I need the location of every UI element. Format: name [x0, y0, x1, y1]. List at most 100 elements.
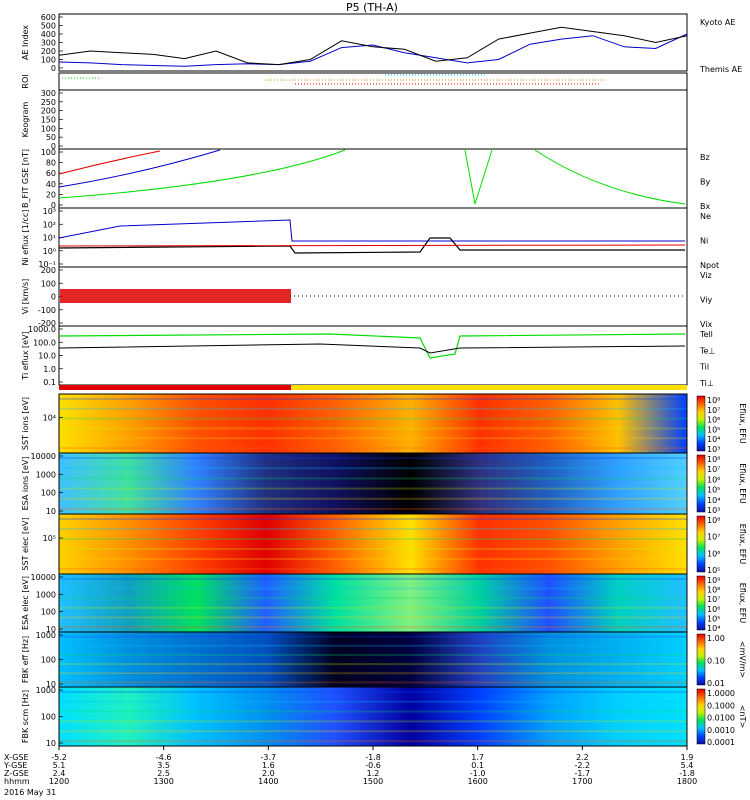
series-kyoto-ae — [58, 33, 688, 67]
by-trace — [58, 149, 686, 205]
panel-fbk_e: 1.00 0.10 0.01 <mV/m> FBK eff [Hz] 1000 100 10 — [21, 631, 747, 689]
colorbar-tick: 10⁹ — [707, 576, 720, 585]
colorbar-esa_i — [696, 454, 706, 513]
ytick-ae: 0 — [51, 64, 56, 73]
colorbar-tick: 0.1000 — [707, 701, 735, 710]
colorbar-sst_e — [696, 515, 706, 573]
ytick-keogram: 250 — [41, 98, 56, 107]
panel-sst_e: 10⁸ 10⁷ 10⁶ 10⁵ Eflux, EFU SST elec [eV] 10⁵ — [21, 513, 747, 575]
xrow-value: -5.2 — [51, 753, 67, 762]
xrow-value: -1.8 — [365, 753, 381, 762]
colorbar-tick: 0.0001 — [707, 738, 735, 747]
legend-ti: Te⊥ — [699, 346, 715, 355]
ytick-vi: 0 — [51, 293, 56, 302]
colorbar-tick: 10⁶ — [707, 416, 720, 425]
panel-ti: Ti eflux [eV]1000.0 100.0 10.0 1.0 0.1 Tell Te… — [21, 325, 715, 388]
colorbar-tick: 10⁷ — [707, 595, 720, 604]
xrow-value: 5.4 — [681, 761, 694, 770]
colorbar-tick: 1.0000 — [707, 689, 735, 698]
legend-ae: Kyoto AE — [700, 18, 735, 27]
colorbar-tick: 10⁸ — [707, 455, 720, 464]
spectrogram-sst_e — [59, 514, 687, 574]
colorbar-label: <nT> — [738, 705, 747, 728]
colorbar-label: Eflux, EFU — [738, 403, 747, 444]
spectrogram-sst_i — [59, 394, 687, 453]
ytick-ae: 200 — [41, 47, 56, 56]
ylabel-vi: Vi [km/s] — [21, 279, 30, 315]
ytick-ni: 10³ — [43, 207, 56, 216]
xrow-value: 1200 — [49, 777, 69, 786]
date-label: 2016 May 31 — [4, 788, 56, 797]
spectrogram-fbk_e — [59, 632, 687, 687]
ylabel-ae: AE Index — [21, 25, 30, 60]
colorbar-label: Eflux, EFU — [738, 583, 747, 624]
xrow-label: Z-GSE — [4, 769, 29, 778]
xrow-value: 5.1 — [53, 761, 66, 770]
legend-ti: Ti⊥ — [699, 379, 714, 388]
npot-trace — [58, 219, 685, 242]
ytick-sst_i: 10⁴ — [43, 414, 56, 423]
colorbar-label: Eflux, EFU — [738, 524, 747, 565]
ytick-vi: 100 — [41, 279, 56, 288]
ne-trace — [58, 244, 686, 247]
panel-roi: ROI — [21, 72, 688, 91]
mode-bar-fast — [291, 385, 687, 390]
xrow-value: 1.6 — [262, 761, 275, 770]
ytick-bfit: 40 — [46, 180, 56, 189]
colorbar-tick: 10⁶ — [707, 475, 720, 484]
colorbar-tick: 10³ — [707, 506, 720, 515]
ytick-fbk_e: 1000 — [36, 631, 56, 640]
colorbar-tick: 10⁵ — [707, 486, 720, 495]
ytick-ae: 100 — [41, 56, 56, 65]
ytick-ae: 400 — [41, 30, 56, 39]
ytick-keogram: 300 — [41, 89, 56, 98]
ylabel-sst_e: SST elec [eV] — [21, 517, 30, 570]
ytick-fbk_e: 100 — [41, 656, 56, 665]
ylabel-fbk_e: FBK eff [Hz] — [21, 636, 30, 683]
colorbar-tick: 10⁴ — [707, 496, 720, 505]
panel-traces — [58, 74, 687, 390]
colorbar-tick: 10⁸ — [707, 516, 720, 525]
legend-ae: Themis AE — [699, 65, 742, 74]
frame-ni — [58, 207, 688, 268]
colorbar-fbk_b — [696, 688, 706, 745]
xrow-value: -3.7 — [261, 753, 277, 762]
colorbar-label: Eflux, EFU — [738, 463, 747, 504]
ytick-ae: 600 — [41, 13, 56, 22]
ytick-ti: 0.1 — [43, 378, 56, 387]
legend-bfit: Bz — [700, 153, 710, 162]
legend-vi: Vix — [700, 320, 713, 329]
ytick-esa_e: 10 — [46, 625, 56, 634]
panel-ni: Ni eflux [1/cc] 10³ 10² 10¹ 10⁰ 10⁻¹ Ne Ni Npot — [21, 207, 719, 270]
ytick-esa_i: 100 — [41, 489, 56, 498]
ylabel-sst_i: SST ions [eV] — [21, 397, 30, 450]
ytick-keogram: 100 — [41, 124, 56, 133]
ytick-ti: 100.0 — [33, 338, 56, 347]
colorbar-tick: 10⁴ — [707, 435, 720, 444]
colorbar-tick: 10⁸ — [707, 396, 720, 405]
colorbar-sst_i — [696, 395, 706, 452]
colorbar-tick: 1.00 — [707, 634, 725, 643]
legend-bfit: Bx — [700, 202, 710, 211]
ytick-bfit: 0 — [51, 201, 56, 210]
til-trace — [58, 333, 686, 359]
legend-ni: Ne — [700, 212, 711, 221]
legend-bfit: By — [700, 178, 710, 187]
spectrogram-esa_e — [59, 574, 687, 632]
frame-roi — [58, 72, 688, 91]
spectrogram-fbk_b — [59, 687, 687, 746]
ytick-ti: 1000.0 — [28, 325, 56, 334]
panel-fbk_b: 1.0000 0.1000 0.0100 0.0010 0.0001 <nT> FBK sc… — [21, 686, 747, 748]
ytick-bfit: 100 — [41, 148, 56, 157]
xrow-value: 1.9 — [681, 753, 694, 762]
frame-keogram — [58, 89, 688, 150]
ytick-vi: -100 — [38, 306, 56, 315]
ylabel-ni: Ni eflux [1/cc] — [21, 210, 30, 266]
ytick-esa_e: 10000 — [31, 573, 56, 582]
ytick-sst_e: 10⁵ — [43, 534, 56, 543]
colorbar-tick: 10⁴ — [707, 624, 720, 633]
xrow-value: -4.6 — [156, 753, 172, 762]
